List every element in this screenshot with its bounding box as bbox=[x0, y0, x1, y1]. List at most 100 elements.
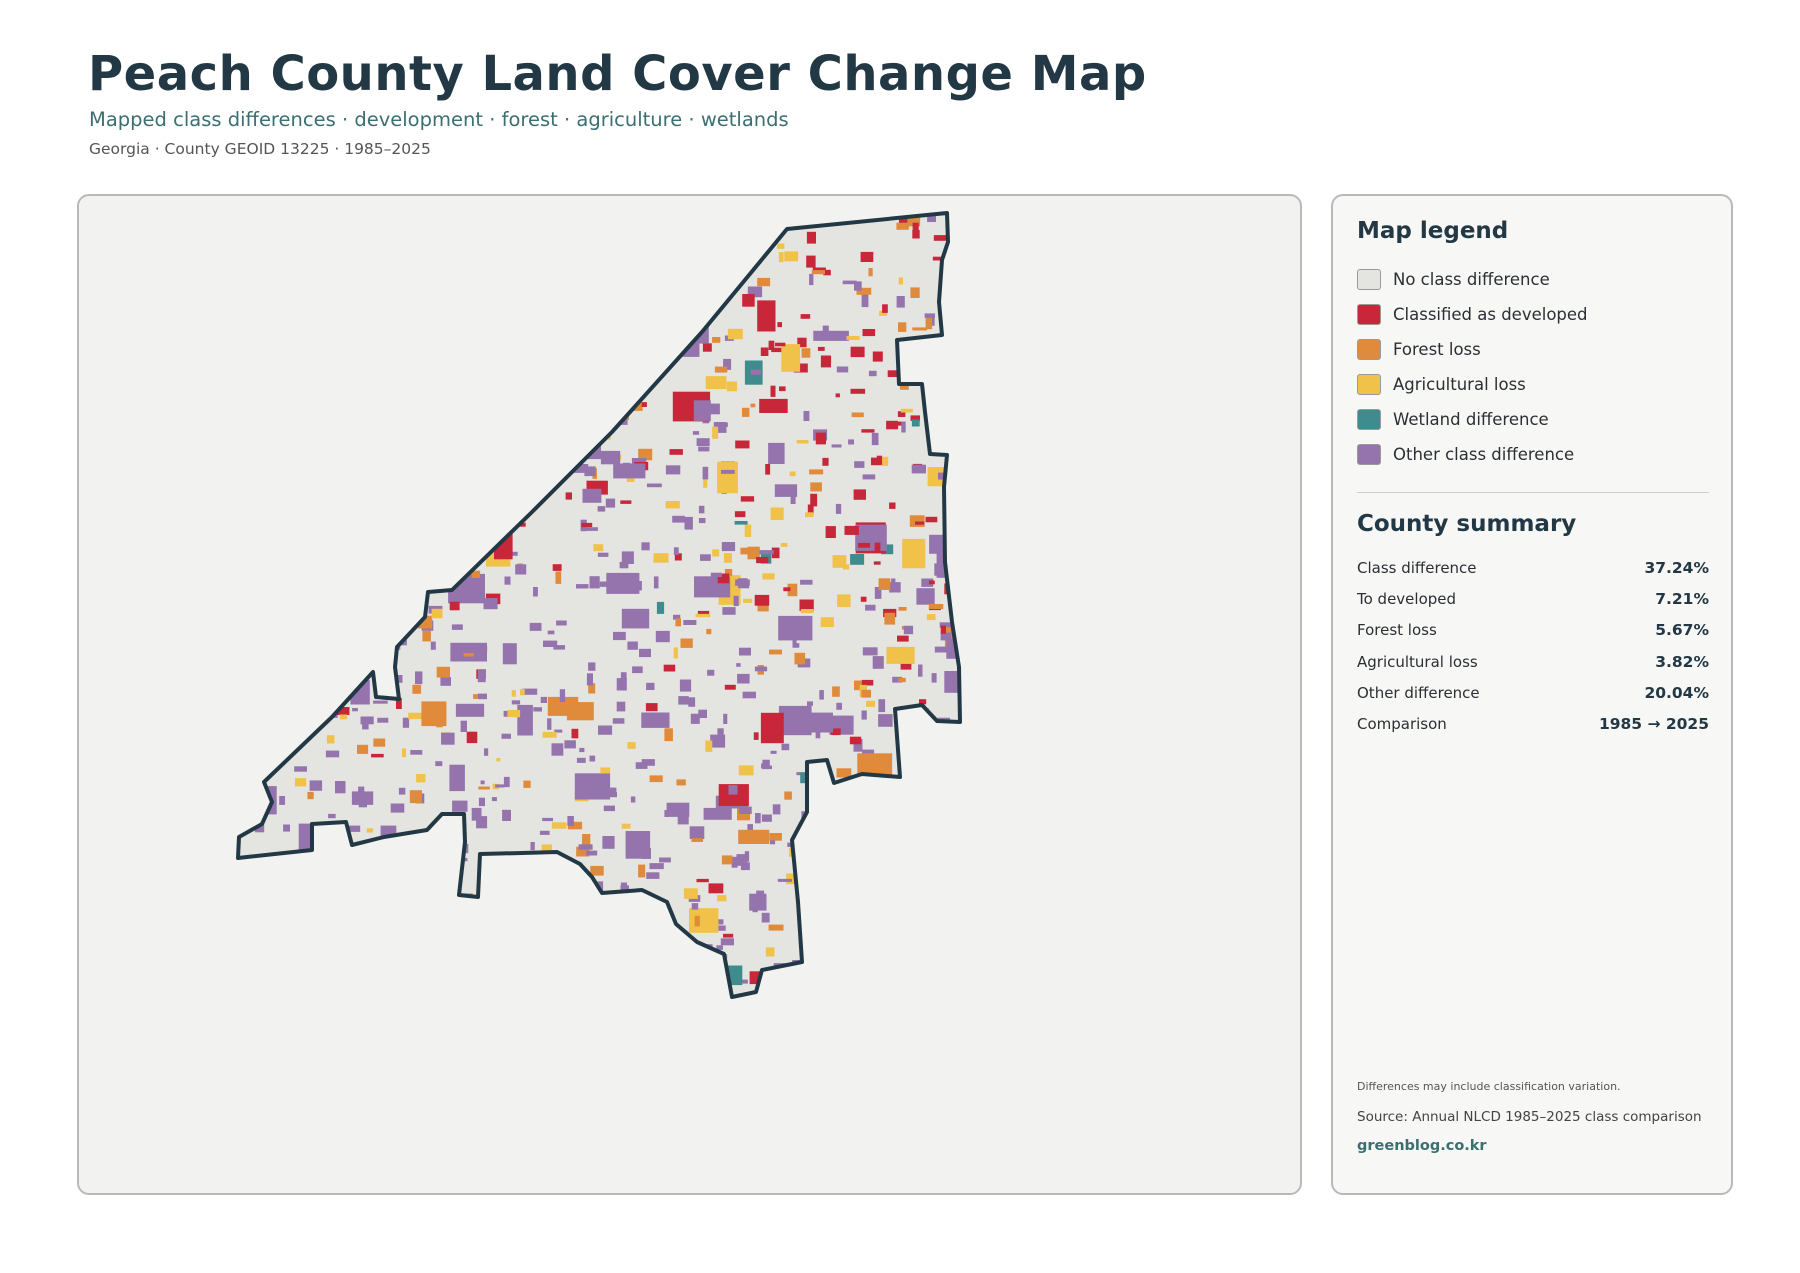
change-patch bbox=[571, 728, 579, 739]
change-patch bbox=[399, 282, 414, 290]
change-patch bbox=[230, 511, 236, 521]
change-patch bbox=[570, 333, 579, 341]
change-patch bbox=[483, 598, 498, 610]
change-patch bbox=[394, 350, 405, 354]
change-patch bbox=[372, 634, 387, 646]
change-patch bbox=[547, 1004, 559, 1013]
change-patch bbox=[927, 215, 936, 222]
change-patch bbox=[714, 366, 728, 373]
change-patch bbox=[683, 620, 697, 625]
change-patch bbox=[455, 344, 470, 356]
change-patch bbox=[747, 286, 763, 298]
change-patch bbox=[255, 741, 263, 747]
change-patch bbox=[248, 374, 259, 387]
change-patch bbox=[911, 464, 926, 474]
change-patch bbox=[965, 580, 971, 590]
change-patch bbox=[295, 778, 307, 787]
change-patch bbox=[815, 952, 830, 963]
change-patch bbox=[847, 790, 852, 803]
change-patch bbox=[927, 845, 942, 855]
change-patch bbox=[520, 689, 525, 696]
summary-row: Class difference 37.24% bbox=[1357, 552, 1709, 583]
change-patch bbox=[640, 981, 654, 992]
change-patch bbox=[770, 750, 777, 754]
change-patch bbox=[864, 889, 877, 896]
change-patch bbox=[806, 255, 816, 268]
change-patch bbox=[238, 559, 268, 586]
change-patch bbox=[431, 608, 443, 619]
change-patch bbox=[807, 840, 816, 845]
change-patch bbox=[293, 690, 308, 700]
change-patch bbox=[620, 882, 627, 892]
change-patch bbox=[516, 230, 522, 242]
change-patch bbox=[626, 341, 640, 351]
change-patch bbox=[888, 806, 898, 810]
change-patch bbox=[256, 460, 261, 466]
change-patch bbox=[897, 411, 906, 417]
change-patch bbox=[374, 552, 384, 565]
change-patch bbox=[673, 647, 678, 659]
county-map[interactable] bbox=[79, 196, 1302, 1195]
summary-row: Forest loss 5.67% bbox=[1357, 615, 1709, 646]
change-patch bbox=[835, 393, 840, 398]
change-patch bbox=[899, 214, 908, 227]
change-patch bbox=[268, 890, 279, 897]
change-patch bbox=[656, 601, 665, 614]
county-outline bbox=[236, 211, 962, 999]
change-patch bbox=[261, 482, 272, 487]
change-patch bbox=[259, 376, 267, 384]
change-patch bbox=[330, 978, 338, 987]
credit-link[interactable]: greenblog.co.kr bbox=[1357, 1138, 1487, 1154]
change-patch bbox=[679, 679, 692, 692]
change-patch bbox=[931, 673, 937, 683]
change-patch bbox=[807, 872, 819, 878]
change-patch bbox=[477, 488, 490, 499]
change-patch bbox=[398, 675, 403, 683]
change-patch bbox=[771, 347, 785, 353]
change-patch bbox=[809, 273, 814, 286]
change-patch bbox=[478, 797, 485, 807]
change-patch bbox=[373, 738, 386, 747]
change-patch bbox=[410, 750, 423, 755]
change-patch bbox=[701, 589, 712, 596]
change-patch bbox=[936, 832, 943, 841]
change-patch bbox=[624, 1003, 637, 1016]
change-patch bbox=[438, 876, 446, 888]
change-patch bbox=[238, 666, 243, 672]
change-patch bbox=[756, 557, 769, 564]
change-patch bbox=[402, 850, 420, 863]
change-patch bbox=[723, 713, 728, 724]
change-patch bbox=[903, 625, 914, 635]
change-patch bbox=[902, 902, 939, 930]
change-patch bbox=[414, 270, 425, 275]
change-patch bbox=[833, 721, 842, 726]
map-panel[interactable]: N bbox=[77, 194, 1302, 1195]
change-patch bbox=[631, 384, 645, 391]
change-patch bbox=[737, 673, 750, 684]
change-patch bbox=[907, 927, 918, 937]
change-patch bbox=[640, 965, 654, 977]
change-patch bbox=[576, 846, 590, 857]
change-patch bbox=[357, 744, 369, 754]
change-patch bbox=[238, 293, 243, 298]
change-patch bbox=[946, 544, 955, 554]
change-patch bbox=[812, 267, 826, 272]
change-patch bbox=[931, 372, 960, 384]
change-patch bbox=[277, 969, 287, 975]
change-patch bbox=[360, 716, 374, 725]
change-patch bbox=[547, 316, 576, 334]
change-patch bbox=[807, 504, 814, 515]
change-patch bbox=[451, 466, 460, 471]
change-patch bbox=[921, 747, 935, 753]
change-patch bbox=[403, 228, 436, 246]
change-patch bbox=[373, 400, 386, 404]
change-patch bbox=[328, 858, 353, 883]
change-patch bbox=[548, 440, 554, 445]
change-patch bbox=[252, 880, 261, 890]
change-patch bbox=[389, 838, 404, 845]
legend-label: Agricultural loss bbox=[1393, 375, 1526, 394]
change-patch bbox=[322, 672, 329, 681]
change-patch bbox=[238, 430, 245, 442]
change-patch bbox=[734, 1005, 753, 1025]
change-patch bbox=[402, 717, 410, 728]
